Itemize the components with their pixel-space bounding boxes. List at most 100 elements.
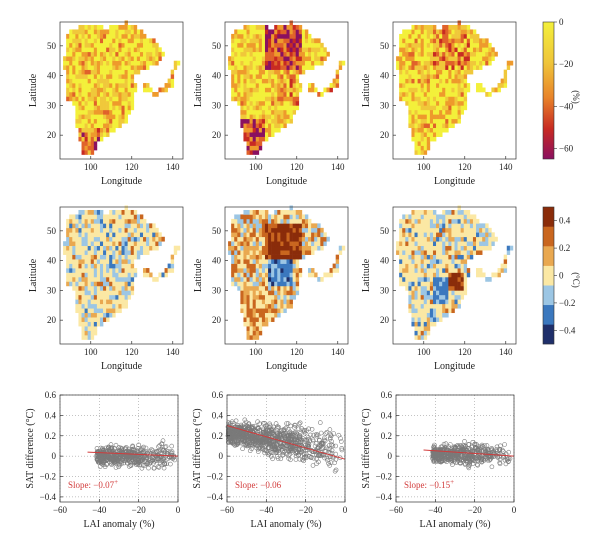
map-cell — [118, 38, 122, 44]
map-cell — [457, 74, 461, 79]
map-cell — [432, 56, 437, 62]
map-cell — [252, 118, 257, 124]
map-cell — [280, 29, 284, 35]
map-cell — [271, 218, 275, 224]
map-cell — [436, 285, 440, 291]
map-cell — [280, 268, 284, 273]
map-cell — [451, 232, 455, 238]
y-tick-label: 30 — [212, 285, 222, 295]
map-cell — [99, 127, 104, 133]
map-cell — [289, 290, 293, 296]
map-cell — [106, 60, 110, 66]
map-cell — [417, 132, 421, 137]
map-cell — [69, 47, 73, 53]
map-cell — [454, 109, 458, 115]
map-cell — [408, 105, 412, 111]
map-cell — [237, 56, 241, 62]
map-cell — [408, 223, 412, 229]
map-cell — [130, 245, 135, 251]
map-cell — [442, 259, 446, 264]
map-cell — [411, 254, 415, 260]
map-cell — [81, 281, 85, 287]
map-cell — [420, 263, 425, 269]
map-cell — [274, 312, 278, 318]
map-cell — [301, 29, 306, 35]
map-cell — [436, 91, 440, 97]
map-cell — [274, 236, 278, 242]
map-cell — [75, 259, 79, 264]
map-cell — [485, 91, 489, 97]
map-cell — [274, 209, 278, 215]
scatter-point — [307, 438, 313, 443]
map-cell — [396, 245, 400, 251]
map-cell — [87, 245, 92, 251]
map-cell — [115, 241, 119, 247]
map-cell — [90, 141, 95, 146]
map-cell — [451, 236, 455, 242]
map-cell — [261, 109, 266, 115]
map-cell — [289, 223, 293, 229]
map-cell — [69, 42, 73, 48]
map-cell — [414, 109, 418, 115]
map-cell — [240, 299, 244, 305]
map-cell — [463, 290, 468, 296]
map-cell — [252, 60, 257, 66]
map-cell — [139, 232, 144, 238]
map-cell — [445, 38, 449, 44]
x-axis-label: Longitude — [101, 361, 143, 372]
map-cell — [112, 227, 116, 233]
map-cell — [237, 245, 241, 251]
map-cell — [479, 83, 483, 88]
map-cell — [429, 259, 434, 264]
map-cell — [451, 42, 455, 48]
map-cell — [445, 285, 449, 291]
map-cell — [457, 232, 461, 238]
scatter-point — [240, 446, 245, 452]
map-cell — [271, 47, 275, 53]
map-cell — [90, 118, 95, 124]
map-cell — [311, 268, 315, 273]
map-cell — [264, 223, 269, 229]
scatter-point — [155, 456, 160, 461]
map-cell — [423, 236, 428, 242]
map-cell — [246, 24, 250, 30]
map-cell — [261, 285, 266, 291]
map-cell — [280, 123, 284, 129]
map-cell — [445, 56, 449, 62]
map-cell — [332, 268, 336, 273]
map-cell — [130, 78, 135, 84]
map-cell — [252, 236, 257, 242]
map-cell — [255, 132, 260, 137]
map-cell — [255, 24, 260, 30]
map-cell — [289, 96, 293, 102]
map-cell — [414, 227, 418, 233]
map-cell — [109, 33, 113, 39]
map-cell — [326, 51, 330, 57]
map-cell — [264, 56, 269, 62]
map-cell — [249, 290, 253, 296]
map-cell — [164, 272, 168, 278]
map-cell — [243, 74, 247, 79]
map-cell — [106, 29, 110, 35]
map-cell — [423, 136, 428, 142]
map-cell — [338, 65, 343, 70]
map-cell — [466, 214, 471, 220]
map-cell — [90, 330, 95, 336]
map-cell — [271, 290, 275, 296]
map-cell — [255, 259, 260, 264]
map-cell — [130, 214, 135, 220]
map-cell — [439, 65, 443, 70]
map-cell — [432, 96, 437, 102]
map-cell — [442, 218, 446, 224]
map-cell — [411, 69, 415, 75]
scatter-point — [113, 465, 119, 470]
map-cell — [445, 78, 449, 84]
map-cell — [463, 218, 468, 224]
map-cell — [460, 214, 465, 220]
x-tick-label: 140 — [166, 162, 180, 172]
map-cell — [149, 47, 153, 53]
map-cell — [109, 24, 113, 30]
map-cell — [268, 317, 272, 322]
map-cell — [96, 123, 101, 129]
